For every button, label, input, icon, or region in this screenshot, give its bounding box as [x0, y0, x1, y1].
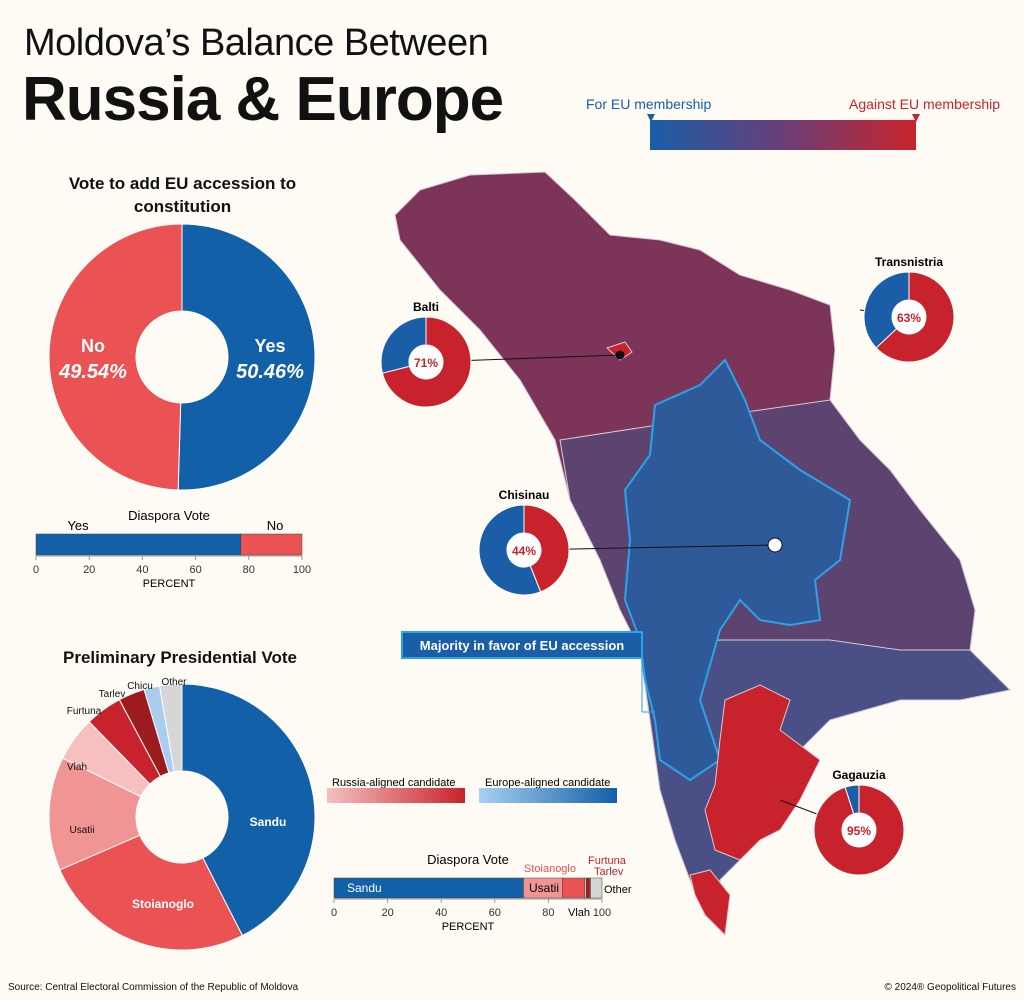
bar-label-tarlev: Tarlev [594, 866, 624, 878]
presidential-diaspora-bar: Diaspora Vote 0 20 40 60 80 100 PERCENT Sandu Usa… [331, 852, 632, 933]
x-tick-label: 100 [293, 564, 311, 576]
region-pie-transnistria: 63% Transnistria [859, 255, 955, 363]
region-pie-chisinau: 44% Chisinau [478, 488, 783, 596]
majority-callout: Majority in favor of EU accession [401, 631, 655, 713]
legend-against-label: Against EU membership [849, 96, 1000, 112]
pie-label-furtuna: Furtuna [67, 706, 102, 717]
x-tick-label: 60 [489, 907, 501, 919]
referendum-diaspora-bar: Diaspora Vote 0 20 40 60 80 100 PERCENT Yes No [33, 508, 311, 590]
pie-slice-stoianoglo [59, 834, 244, 951]
bar-title: Diaspora Vote [427, 852, 509, 867]
bar-segment-stoianoglo [562, 877, 585, 899]
bar-label-furtuna: Furtuna [588, 855, 627, 867]
pie-label-stoianoglo: Stoianoglo [132, 897, 194, 911]
copyright-text: © 2024® Geopolitical Futures [884, 982, 1016, 993]
pie-label-other: Other [161, 677, 187, 688]
region-name: Chisinau [499, 488, 550, 502]
title-line2: Russia & Europe [22, 65, 504, 134]
for-marker-icon [647, 114, 655, 122]
pie-label-vlah: Vlah [67, 762, 87, 773]
europe-legend-label: Europe-aligned candidate [485, 777, 610, 789]
x-tick-label: 40 [136, 564, 148, 576]
title-line1: Moldova’s Balance Between [24, 22, 489, 64]
x-tick-label: 20 [83, 564, 95, 576]
bar-segment-furtuna [585, 877, 590, 899]
region-name: Transnistria [875, 255, 943, 269]
region-name: Balti [413, 300, 439, 314]
pie-label-sandu: Sandu [250, 815, 287, 829]
moldova-map [394, 171, 1012, 937]
region-value: 63% [897, 311, 921, 325]
bar-segment-yes [35, 533, 242, 556]
region-name: Gagauzia [832, 768, 886, 782]
pie-slice-other [158, 683, 183, 773]
bar-label-no: No [267, 518, 284, 533]
no-label: No [81, 336, 105, 356]
map-region-taraclia [689, 869, 731, 937]
europe-gradient [479, 788, 617, 803]
region-value: 95% [847, 824, 871, 838]
x-tick-label: 0 [33, 564, 39, 576]
map-region-gagauzia [704, 684, 821, 861]
bar-label-other: Other [604, 884, 632, 896]
majority-label: Majority in favor of EU accession [420, 638, 625, 653]
city-marker-icon [615, 350, 625, 360]
bar-label-sandu: Sandu [347, 881, 382, 895]
eu-gradient-scale [650, 120, 916, 150]
city-marker-icon [767, 537, 783, 553]
source-text: Source: Central Electoral Commission of … [8, 982, 299, 993]
bar-label-yes: Yes [67, 518, 89, 533]
majority-eu-region [623, 358, 852, 782]
x-tick-label: 0 [331, 907, 337, 919]
yes-value: 50.46% [236, 361, 304, 383]
region-pie-gagauzia: 95% Gagauzia [779, 768, 905, 876]
x-tick-label: 20 [381, 907, 393, 919]
no-value: 49.54% [58, 361, 127, 383]
bar-label-usatii: Usatii [529, 881, 559, 895]
against-marker-icon [912, 114, 920, 122]
bar-label-vlah: Vlah [568, 907, 590, 919]
presidential-title: Preliminary Presidential Vote [63, 648, 297, 667]
bar-label-stoianoglo: Stoianoglo [524, 863, 576, 875]
region-pie-balti: 71% Balti [380, 300, 625, 408]
bar-segment-no [240, 533, 303, 556]
pie-label-usatii: Usatii [69, 825, 94, 836]
legend-for-label: For EU membership [586, 96, 711, 112]
x-tick-label: 60 [189, 564, 201, 576]
pie-label-tarlev: Tarlev [99, 689, 126, 700]
x-axis-label: PERCENT [442, 921, 495, 933]
referendum-title: Vote to add EU accession to constitution [68, 174, 297, 216]
regional-pies: 71% Balti 63% Transnistria 44% Chisinau 95% Gag… [380, 255, 955, 876]
russia-legend-label: Russia-aligned candidate [332, 777, 456, 789]
bar-title: Diaspora Vote [128, 508, 210, 523]
x-tick-label: 100 [593, 907, 611, 919]
x-tick-label: 80 [542, 907, 554, 919]
pie-slice-sandu [181, 683, 316, 937]
presidential-pie: Sandu Stoianoglo Usatii Vlah Furtuna TarlevCh… [48, 677, 316, 951]
pie-label-chicu: Chicu [127, 681, 153, 692]
region-value: 44% [512, 544, 536, 558]
region-value: 71% [414, 356, 438, 370]
referendum-pie: Yes 50.46% No 49.54% [48, 223, 316, 491]
bar-segment-other [590, 877, 603, 899]
x-tick-label: 40 [435, 907, 447, 919]
x-tick-label: 80 [243, 564, 255, 576]
pie-slice-yes [177, 223, 316, 491]
russia-gradient [327, 788, 465, 803]
yes-label: Yes [254, 336, 285, 356]
x-axis-label: PERCENT [143, 578, 196, 590]
pie-slice-no [48, 223, 183, 491]
